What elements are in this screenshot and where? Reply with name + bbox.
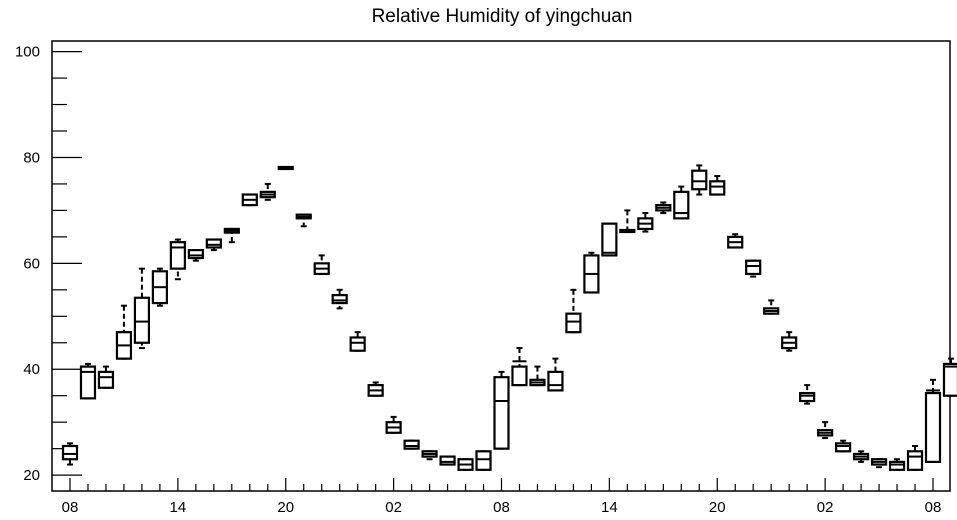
box-body	[942, 362, 957, 397]
y-tick-label: 60	[23, 255, 40, 272]
box-mark	[817, 421, 834, 440]
box-mark	[852, 450, 870, 463]
box-mark	[888, 458, 906, 471]
box-body	[511, 365, 528, 387]
x-axis: 08 14 20 02 08 14 20 02 08	[62, 478, 942, 516]
x-tick-label: 14	[601, 499, 618, 516]
box-mark	[673, 185, 690, 220]
x-tick-label: 20	[709, 499, 726, 516]
y-tick-label: 80	[23, 149, 40, 166]
y-axis: 20 40 60 80 100	[15, 44, 82, 484]
box-mark	[906, 445, 924, 471]
box-mark	[457, 458, 474, 471]
box-mark	[727, 233, 744, 249]
box-body	[349, 336, 366, 352]
box-mark	[385, 415, 402, 434]
box-mark	[349, 331, 366, 352]
box-mark	[277, 165, 294, 171]
box-mark	[763, 299, 780, 315]
box-mark	[367, 381, 384, 397]
box-body	[565, 312, 582, 334]
box-mark	[565, 288, 582, 334]
box-mark	[403, 439, 420, 450]
box-body	[439, 455, 456, 466]
box-body	[133, 296, 151, 344]
box-body	[601, 222, 618, 257]
box-mark	[745, 259, 762, 278]
box-mark	[151, 267, 168, 307]
y-tick-label: 100	[15, 44, 40, 61]
box-mark	[169, 238, 186, 281]
box-mark	[835, 439, 852, 453]
box-mark	[870, 458, 888, 469]
box-body	[547, 370, 564, 392]
box-mark	[61, 442, 79, 466]
box-mark	[493, 370, 510, 450]
box-mark	[331, 288, 348, 310]
box-mark	[799, 384, 816, 405]
x-tick-label: 14	[170, 499, 187, 516]
box-mark	[511, 347, 528, 387]
box-body	[924, 391, 942, 463]
box-body	[799, 391, 816, 403]
box-mark	[942, 357, 957, 397]
x-tick-label: 08	[62, 499, 79, 516]
box-mark	[421, 450, 438, 461]
box-mark	[619, 209, 636, 234]
box-body	[331, 294, 348, 305]
box-body	[205, 238, 222, 249]
box-mark	[781, 331, 798, 352]
box-body	[187, 249, 204, 260]
box-mark	[547, 357, 564, 392]
box-mark	[439, 455, 456, 466]
box-mark	[709, 175, 726, 196]
box-mark	[97, 365, 115, 389]
box-mark	[313, 254, 330, 276]
x-tick-label: 20	[277, 499, 294, 516]
box-body	[835, 442, 852, 453]
box-mark	[295, 213, 312, 228]
box-mark	[259, 182, 276, 201]
x-tick-label: 02	[817, 499, 834, 516]
box-mark	[187, 249, 204, 262]
box-body	[691, 169, 708, 191]
box-body	[61, 444, 79, 461]
box-body	[475, 450, 492, 471]
box-mark	[601, 222, 618, 257]
box-body	[673, 190, 690, 220]
box-series	[61, 164, 957, 471]
box-body	[745, 259, 762, 276]
box-mark	[205, 238, 222, 252]
box-body	[493, 376, 510, 450]
box-mark	[529, 365, 546, 387]
box-mark	[655, 201, 672, 215]
box-body	[79, 365, 97, 400]
box-body	[709, 180, 726, 196]
x-tick-label: 08	[925, 499, 942, 516]
y-tick-label: 20	[23, 467, 40, 484]
box-mark	[133, 267, 151, 350]
box-mark	[691, 164, 708, 196]
box-body	[906, 450, 924, 471]
x-tick-label: 02	[385, 499, 402, 516]
box-body	[403, 439, 420, 450]
box-mark	[115, 304, 133, 360]
box-body	[888, 460, 906, 471]
box-mark	[583, 251, 600, 294]
chart-title: Relative Humidity of yingchuan	[372, 6, 633, 27]
box-mark	[475, 450, 492, 471]
box-body	[169, 241, 186, 270]
x-tick-label: 08	[493, 499, 510, 516]
box-mark	[637, 212, 654, 233]
box-mark	[924, 378, 942, 463]
y-tick-label: 40	[23, 361, 40, 378]
box-body	[97, 370, 115, 389]
box-mark	[241, 193, 258, 207]
box-mark	[223, 227, 240, 244]
box-mark	[79, 362, 97, 400]
